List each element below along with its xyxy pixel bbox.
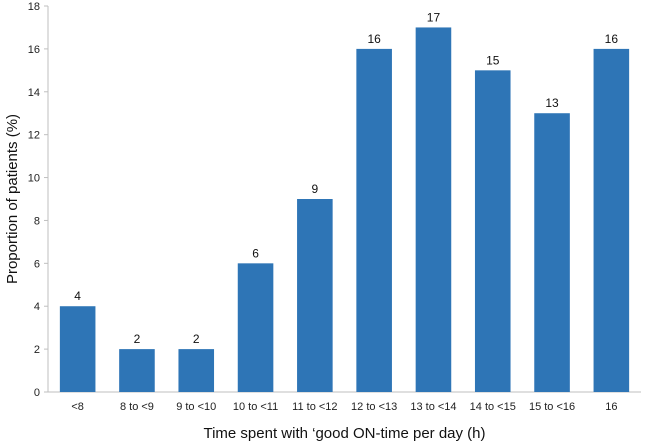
- y-tick-label: 6: [34, 258, 40, 270]
- data-labels: 4 2 2 6 9 16 17 15 13 16: [74, 10, 618, 346]
- x-tick-label: 13 to <14: [410, 401, 456, 413]
- x-tick-label: 15 to <16: [529, 401, 575, 413]
- y-axis-title: Proportion of patients (%): [4, 114, 21, 284]
- bar: [59, 306, 96, 392]
- x-tick-label: 8 to <9: [120, 401, 154, 413]
- x-tick-label: 16: [605, 401, 617, 413]
- bar: [356, 48, 392, 393]
- data-label: 15: [486, 53, 500, 67]
- data-label: 16: [367, 32, 381, 46]
- x-tick-labels: <8 8 to <9 9 to <10 10 to <11 11 to <12 12 to…: [71, 401, 617, 413]
- bar: [178, 349, 215, 392]
- x-tick-label: 11 to <12: [292, 401, 337, 413]
- bar: [297, 199, 333, 392]
- bar: [593, 48, 630, 393]
- data-label: 4: [74, 289, 81, 303]
- x-tick-label: 14 to <15: [470, 401, 516, 413]
- x-tick-label: 12 to <13: [351, 401, 397, 413]
- y-tick-label: 12: [28, 130, 40, 142]
- data-label: 2: [193, 332, 200, 346]
- y-tick-label: 4: [34, 301, 40, 313]
- y-tick-label: 8: [34, 215, 40, 227]
- y-tick-labels: 0 2 4 6 8 10 12 14 16 18: [28, 1, 40, 399]
- y-tick-label: 18: [28, 1, 40, 13]
- x-axis-title: Time spent with ‘good ON-time per day (h…: [203, 425, 485, 442]
- y-tick-label: 0: [34, 387, 40, 399]
- data-label: 13: [545, 96, 559, 110]
- bar: [534, 113, 570, 392]
- y-tick-label: 16: [28, 44, 40, 56]
- data-label: 9: [312, 182, 319, 196]
- data-label: 6: [252, 246, 259, 260]
- data-label: 2: [134, 332, 141, 346]
- data-label: 17: [427, 10, 441, 24]
- y-tick-label: 10: [28, 173, 40, 185]
- bar: [415, 27, 452, 392]
- y-tick-label: 2: [34, 344, 40, 356]
- x-tick-label: 10 to <11: [233, 401, 278, 413]
- x-tick-label: 9 to <10: [176, 401, 216, 413]
- bar: [237, 263, 274, 392]
- data-label: 16: [605, 32, 619, 46]
- y-tick-label: 14: [28, 87, 40, 99]
- bar: [119, 349, 155, 392]
- x-tick-label: <8: [71, 401, 84, 413]
- bar: [474, 70, 511, 392]
- bars: [59, 27, 630, 393]
